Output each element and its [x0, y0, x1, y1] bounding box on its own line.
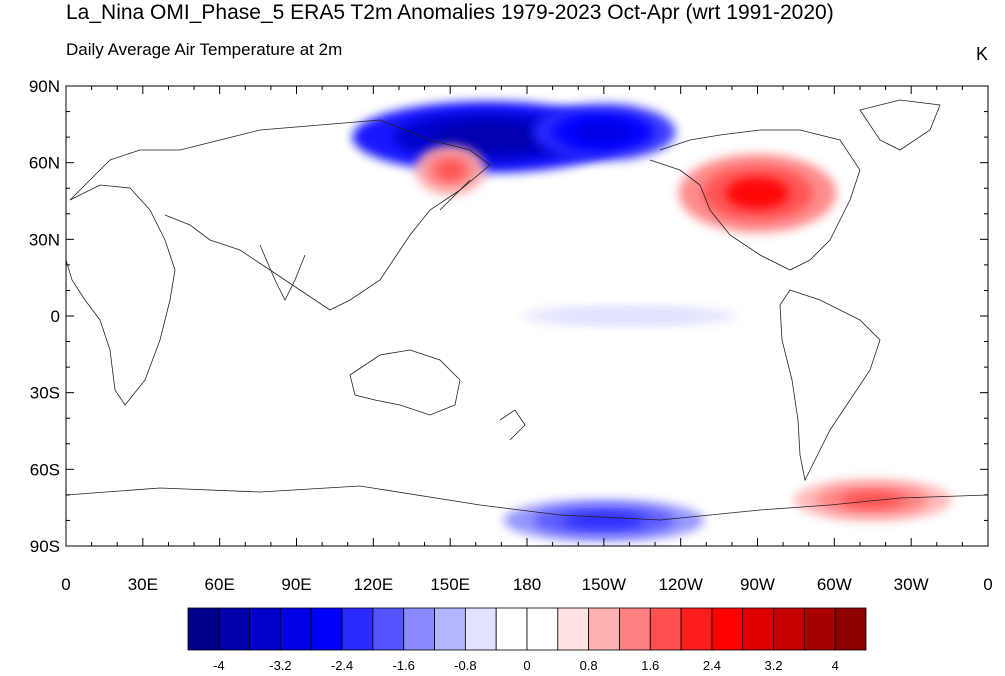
colorbar-swatch	[280, 607, 312, 651]
colorbar-swatch	[557, 607, 590, 651]
colorbar-label: -1.6	[393, 658, 415, 673]
colorbar-label: 2.4	[703, 658, 721, 673]
lon-label: 150E	[430, 575, 470, 594]
lon-label: 120W	[658, 575, 702, 594]
colorbar-swatch	[773, 607, 805, 651]
coast-japan	[439, 179, 471, 211]
colorbar-swatch	[619, 607, 651, 651]
coast-africa	[66, 184, 176, 406]
lon-label: 0	[61, 575, 70, 594]
coast-south-america	[779, 289, 881, 482]
lat-label: 30N	[29, 230, 60, 249]
lon-label: 0	[983, 575, 992, 594]
coast-new-zealand	[499, 409, 526, 441]
colorbar-swatch	[187, 607, 220, 651]
colorbar-swatch	[680, 607, 713, 651]
colorbar-swatch	[711, 607, 744, 651]
colorbar-label: 3.2	[765, 658, 783, 673]
colorbar-label: 0	[523, 658, 530, 673]
lon-label: 150W	[582, 575, 626, 594]
colorbar-swatch	[495, 607, 528, 651]
lon-label: 60E	[205, 575, 235, 594]
axis-ticks	[65, 85, 989, 547]
lat-label: 60N	[29, 154, 60, 173]
colorbar-label: 0.8	[580, 658, 598, 673]
lon-label: 90E	[281, 575, 311, 594]
colorbar-swatch	[341, 607, 374, 651]
colorbar-swatch	[742, 607, 774, 651]
colorbar-swatch	[834, 607, 867, 651]
colorbar-label: -2.4	[331, 658, 353, 673]
colorbar-label: -4	[213, 658, 225, 673]
lon-label: 60W	[817, 575, 852, 594]
lat-label: 90S	[30, 537, 60, 556]
anomaly-region	[586, 311, 673, 321]
coast-greenland	[859, 99, 941, 151]
colorbar-swatch	[434, 607, 466, 651]
lon-label: 30E	[128, 575, 158, 594]
lon-label: 180	[513, 575, 541, 594]
map-title: La_Nina OMI_Phase_5 ERA5 T2m Anomalies 1…	[66, 1, 834, 24]
coastlines	[66, 99, 988, 521]
lon-label: 120E	[353, 575, 393, 594]
lat-label: 30S	[30, 384, 60, 403]
map-subtitle: Daily Average Air Temperature at 2m	[66, 40, 343, 59]
colorbar-swatch	[464, 607, 497, 651]
lat-label: 0	[51, 307, 60, 326]
lon-label: 30W	[894, 575, 929, 594]
colorbar-label: 1.6	[641, 658, 659, 673]
colorbar-swatch	[526, 607, 559, 651]
coast-india	[259, 244, 306, 301]
colorbar-swatch	[649, 607, 682, 651]
colorbar-label: -0.8	[454, 658, 476, 673]
coast-antarctica	[66, 485, 988, 521]
lat-label: 90N	[29, 77, 60, 96]
anomaly-region	[841, 491, 905, 509]
colorbar-swatch	[249, 607, 281, 651]
colorbar-swatch	[372, 607, 405, 651]
colorbar-swatch	[588, 607, 620, 651]
colorbar-swatch	[218, 607, 251, 651]
anomaly-region	[435, 160, 465, 181]
units-label: K	[975, 44, 988, 64]
colorbar-swatch	[403, 607, 435, 651]
longitude-labels: 0 30E 60E 90E 120E 150E 180 150W 120W 90W 60W 30W 0	[61, 575, 992, 594]
anomaly-region	[575, 120, 633, 144]
colorbar-swatch	[803, 607, 836, 651]
colorbar-label: -3.2	[269, 658, 291, 673]
colorbar-swatch	[310, 607, 343, 651]
latitude-labels: 90N 60N 30N 0 30S 60S 90S	[29, 77, 60, 556]
anomaly-region	[725, 177, 790, 210]
lat-label: 60S	[30, 460, 60, 479]
colorbar: -4 -3.2 -2.4 -1.6 -0.8 0 0.8 1.6 2.4 3.2 4	[187, 607, 867, 673]
lon-label: 90W	[740, 575, 775, 594]
coast-north-america	[649, 129, 861, 271]
anomaly-region	[434, 122, 544, 152]
colorbar-label: 4	[832, 658, 839, 673]
anomaly-region	[563, 511, 644, 530]
coast-australia	[349, 349, 461, 416]
